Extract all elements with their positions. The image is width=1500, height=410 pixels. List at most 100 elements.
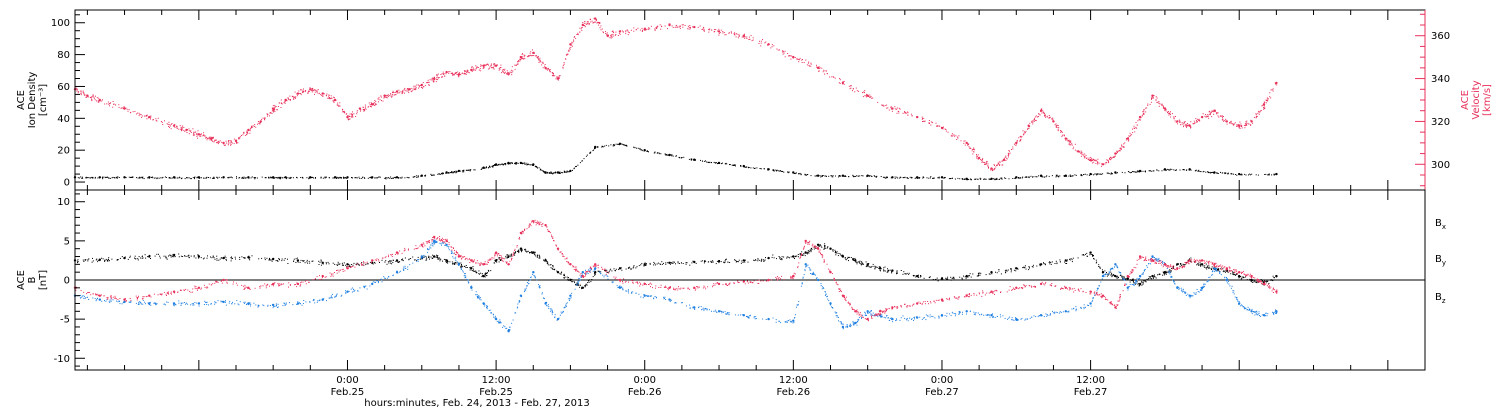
bx-sample <box>318 260 320 262</box>
density-sample <box>97 177 99 179</box>
density-sample <box>125 177 127 179</box>
bx-sample <box>226 259 227 261</box>
velocity-sample <box>474 69 476 71</box>
density-sample <box>376 177 378 179</box>
density-sample <box>624 145 626 147</box>
bx-sample <box>891 271 893 273</box>
bx-sample <box>806 252 808 254</box>
bx-sample <box>297 260 298 262</box>
bx-sample <box>1137 283 1139 285</box>
velocity-sample <box>502 68 504 70</box>
velocity-sample <box>759 40 760 42</box>
by-sample <box>84 298 86 300</box>
velocity-sample <box>392 90 394 92</box>
velocity-sample <box>179 125 181 127</box>
velocity-sample <box>782 50 784 52</box>
velocity-sample <box>720 29 722 31</box>
velocity-sample <box>287 97 289 99</box>
velocity-sample <box>509 71 511 73</box>
velocity-sample <box>1183 121 1185 123</box>
bx-sample <box>549 264 551 266</box>
velocity-sample <box>1177 123 1179 125</box>
bx-sample <box>1197 263 1199 265</box>
density-sample <box>937 177 939 179</box>
bx-sample <box>604 270 606 272</box>
velocity-sample <box>882 105 884 107</box>
velocity-sample <box>209 136 211 138</box>
by-point <box>1114 263 1117 266</box>
velocity-sample <box>95 95 96 97</box>
density-sample <box>853 176 855 177</box>
velocity-sample <box>1068 139 1070 141</box>
bx-sample <box>302 260 304 262</box>
bx-sample <box>1096 261 1098 263</box>
velocity-sample <box>274 111 276 113</box>
density-sample <box>227 177 229 179</box>
density-sample <box>654 151 656 153</box>
velocity-sample <box>976 155 978 157</box>
density-sample <box>869 175 871 176</box>
bx-sample <box>337 263 339 265</box>
velocity-sample <box>442 71 444 73</box>
velocity-sample <box>1151 96 1153 98</box>
density-sample <box>1136 171 1138 173</box>
bx-sample <box>712 261 714 263</box>
velocity-sample <box>289 95 291 97</box>
density-sample <box>1199 171 1201 172</box>
by-sample <box>192 304 194 306</box>
bx-sample <box>797 254 799 255</box>
velocity-sample <box>331 97 333 99</box>
bx-sample <box>835 254 837 256</box>
velocity-sample <box>1071 142 1073 144</box>
density-sample <box>1151 170 1153 172</box>
bx-sample <box>513 253 515 255</box>
by-sample <box>154 302 156 304</box>
bx-sample <box>1155 277 1157 279</box>
velocity-sample <box>1173 116 1175 118</box>
velocity-sample <box>1238 124 1240 126</box>
bx-sample <box>1092 255 1094 257</box>
bx-point <box>693 260 696 264</box>
by-sample <box>225 304 227 306</box>
density-sample <box>1220 171 1221 173</box>
bx-sample <box>633 266 635 268</box>
bx-sample <box>212 256 214 258</box>
bx-sample <box>355 263 357 265</box>
velocity-sample <box>610 35 612 37</box>
velocity-sample <box>1108 162 1110 164</box>
bx-sample <box>535 255 537 257</box>
density-sample <box>752 167 754 169</box>
bx-sample <box>1085 253 1086 255</box>
velocity-sample <box>264 119 266 121</box>
velocity-sample <box>1211 111 1212 113</box>
density-sample <box>522 163 524 164</box>
bx-sample <box>1148 278 1149 280</box>
density-sample <box>680 157 682 159</box>
velocity-sample <box>703 29 705 31</box>
velocity-sample <box>238 137 239 139</box>
velocity-sample <box>452 74 454 76</box>
bx-sample <box>514 254 516 256</box>
velocity-sample <box>1003 158 1005 160</box>
bx-sample <box>589 279 590 281</box>
velocity-sample <box>1061 134 1063 136</box>
bx-sample <box>515 251 516 253</box>
velocity-sample <box>431 79 433 81</box>
velocity-sample <box>655 27 657 29</box>
velocity-sample <box>1239 127 1241 129</box>
velocity-sample <box>635 29 637 30</box>
bx-sample <box>835 252 837 254</box>
velocity-sample <box>273 110 275 112</box>
velocity-sample <box>995 166 997 168</box>
density-sample <box>320 177 322 179</box>
velocity-sample <box>850 87 852 89</box>
bx-sample <box>498 257 500 259</box>
density-sample <box>132 176 134 178</box>
density-sample <box>541 169 543 171</box>
bx-sample <box>861 261 863 263</box>
bx-sample <box>720 261 722 263</box>
bx-sample <box>1081 254 1083 256</box>
bx-sample <box>198 257 200 259</box>
velocity-sample <box>1116 153 1117 154</box>
velocity-sample <box>372 103 374 105</box>
